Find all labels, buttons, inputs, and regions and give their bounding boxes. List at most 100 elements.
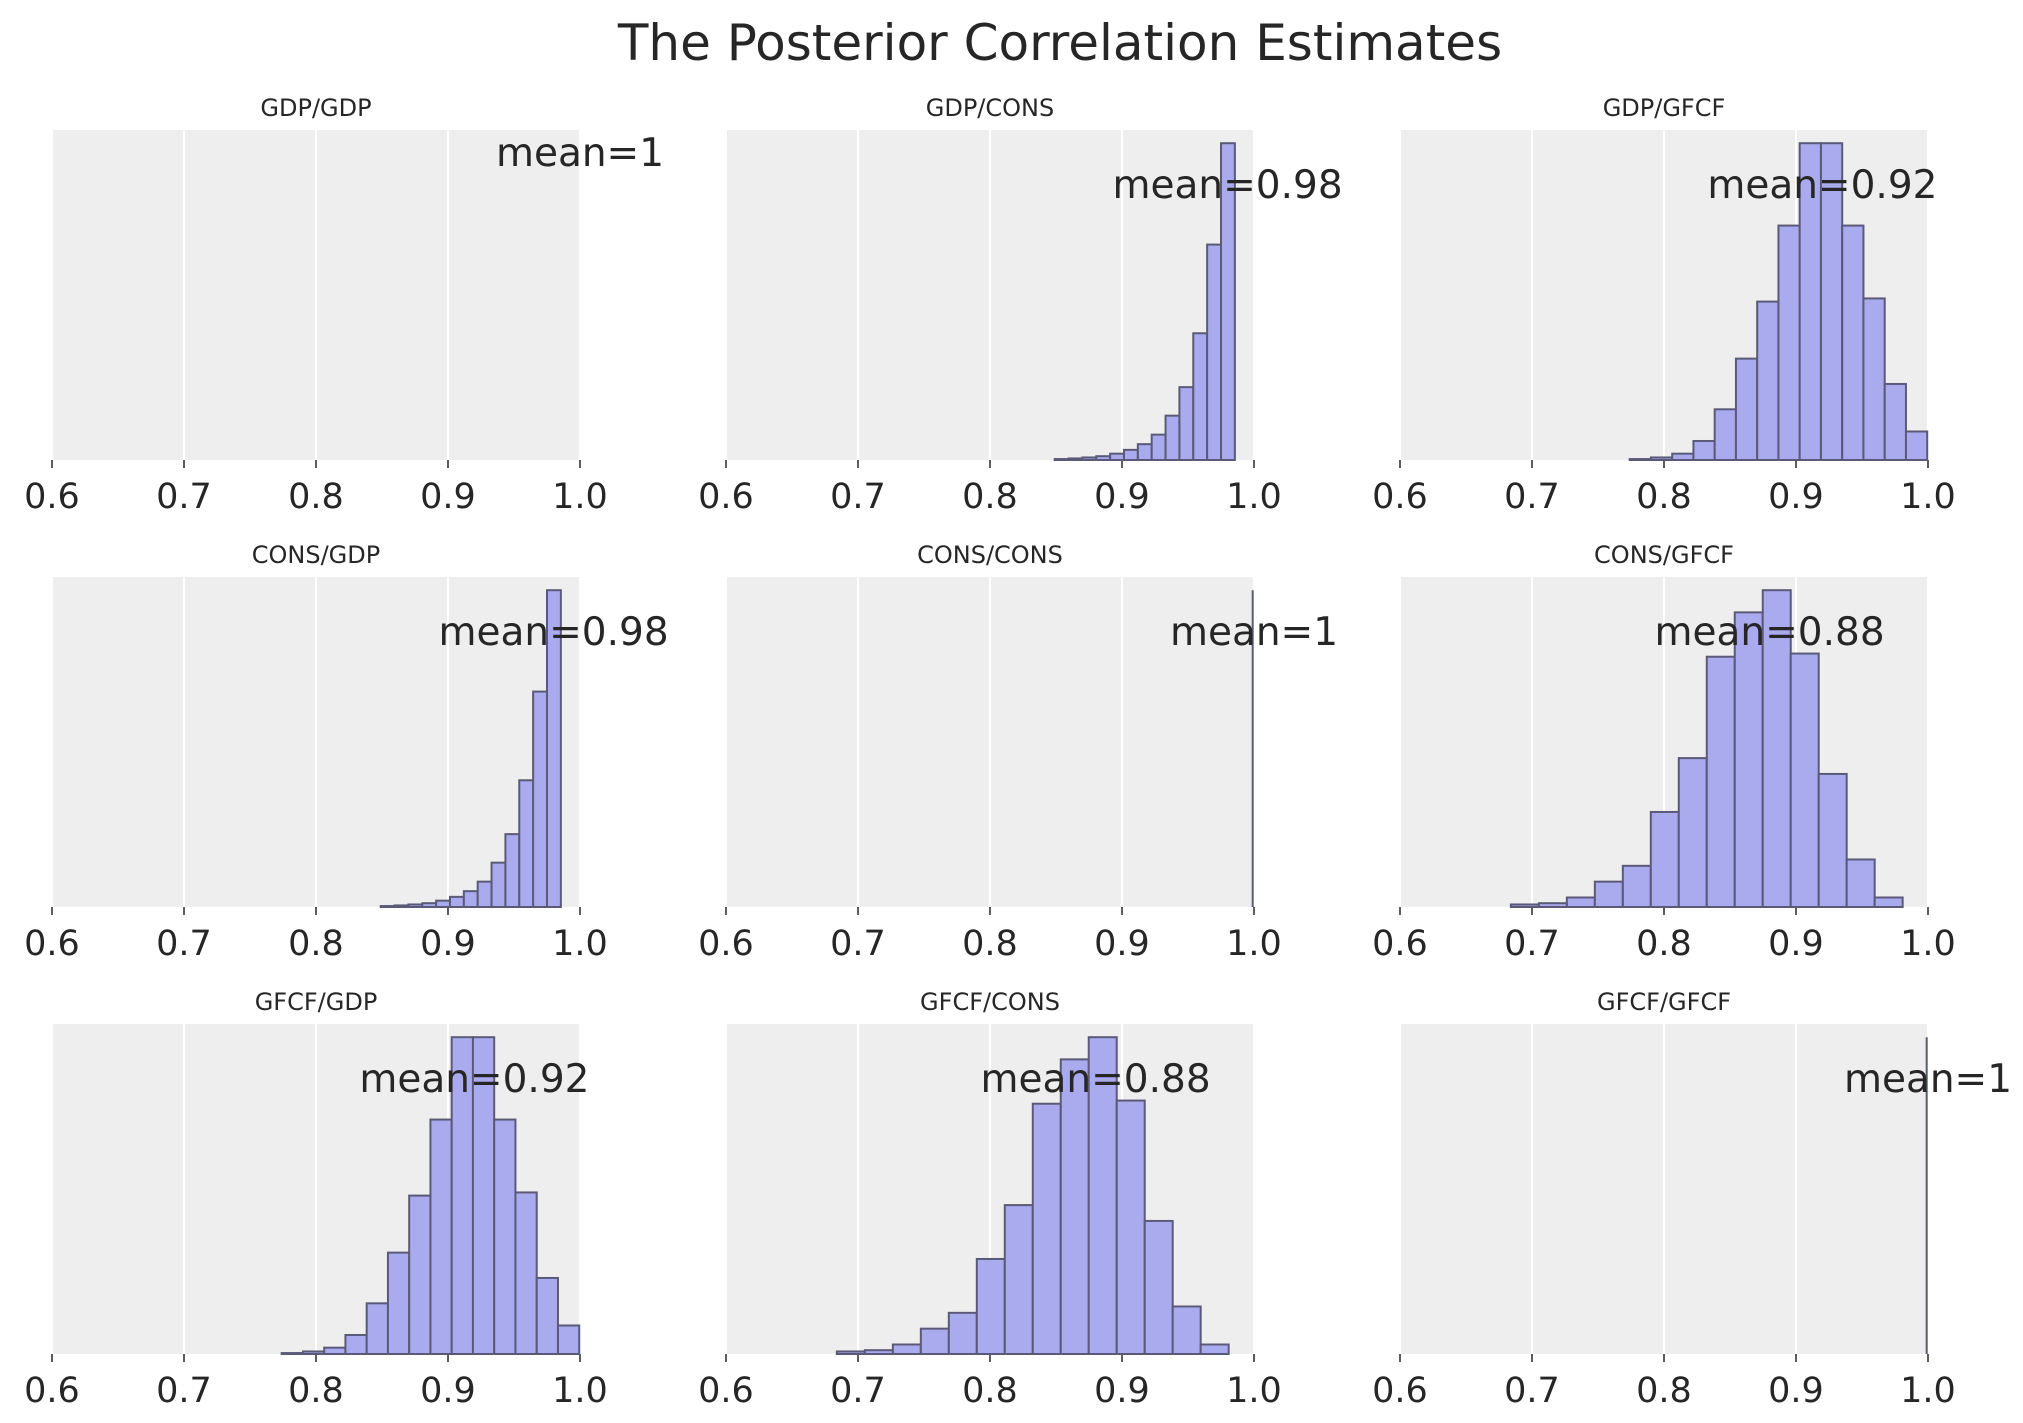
x-tick-label: 1.0	[1226, 477, 1282, 517]
x-tick-label: 0.7	[830, 924, 886, 964]
histogram-bar	[429, 1118, 453, 1355]
histogram-bar	[1845, 858, 1876, 908]
panel-gfcf-gfcf: 0.6 0.7 0.8 0.9 1.0 GFCF/GFCF mean=1	[1372, 988, 2012, 1411]
histogram-bar	[462, 890, 479, 908]
histogram-bar	[1817, 772, 1848, 908]
x-tick-label: 0.9	[1094, 1371, 1150, 1411]
panel-gdp-gfcf: 0.6 0.7 0.8 0.9 1.0 GDP/GFCF mean=0.92	[1372, 94, 1956, 517]
x-tick-label: 0.6	[1372, 924, 1428, 964]
panel-gfcf-gdp: 0.6 0.7 0.8 0.9 1.0 GFCF/GDP mean=0.92	[24, 988, 608, 1411]
panel-title: CONS/GDP	[252, 541, 380, 569]
x-tick-label: 0.7	[830, 1371, 886, 1411]
histogram-bar	[1649, 456, 1674, 462]
histogram-bar	[1053, 458, 1070, 461]
panel-title: CONS/GFCF	[1594, 541, 1734, 569]
mean-annotation: mean=0.98	[439, 610, 669, 655]
histogram-bar	[1067, 457, 1084, 461]
histogram-bar	[476, 880, 493, 909]
x-tick-label: 1.0	[1900, 477, 1956, 517]
histogram-bar	[1199, 1343, 1230, 1355]
panel-cons-gfcf: 0.6 0.7 0.8 0.9 1.0 CONS/GFCF mean=0.88	[1372, 541, 1956, 964]
histogram-bar	[490, 861, 507, 909]
x-tick-label: 0.6	[1372, 477, 1428, 517]
histogram-bar	[407, 903, 424, 908]
histogram-bar	[863, 1349, 894, 1355]
histogram-bar	[1677, 757, 1708, 908]
x-tick-label: 0.6	[698, 924, 754, 964]
x-tick-label: 0.9	[1094, 477, 1150, 517]
x-tick-label: 0.7	[1504, 1371, 1560, 1411]
histogram-bar	[386, 1251, 411, 1356]
histogram-bar	[504, 833, 521, 908]
x-tick-label: 0.7	[830, 477, 886, 517]
histogram-bar	[1761, 589, 1792, 908]
x-tick-label: 0.9	[1768, 1371, 1824, 1411]
histogram-bar	[1692, 439, 1716, 462]
x-tick-label: 0.7	[156, 1371, 212, 1411]
histogram-bar	[1628, 458, 1652, 461]
x-tick-label: 0.6	[24, 924, 80, 964]
x-tick-label: 0.8	[962, 477, 1018, 517]
mean-annotation: mean=0.88	[1655, 610, 1885, 655]
histogram-bar	[1178, 386, 1195, 461]
histogram-bar	[344, 1333, 368, 1355]
histogram-bar	[1671, 452, 1695, 462]
x-tick-label: 1.0	[1226, 1371, 1282, 1411]
histogram-bar	[1733, 611, 1764, 908]
histogram-bar	[1109, 452, 1125, 462]
histogram-bar	[1777, 224, 1801, 461]
histogram-bar	[1095, 455, 1112, 461]
panel-title: GDP/CONS	[926, 94, 1054, 122]
x-tick-label: 0.9	[420, 924, 476, 964]
histogram-bar	[1621, 864, 1652, 908]
histogram-bar	[435, 899, 451, 909]
panel-gdp-cons: 0.6 0.7 0.8 0.9 1.0 GDP/CONS mean=0.98	[698, 94, 1342, 517]
mean-annotation: mean=0.88	[981, 1057, 1211, 1102]
histogram-bar	[1873, 896, 1904, 908]
x-tick-label: 0.7	[1504, 924, 1560, 964]
mean-annotation: mean=0.98	[1113, 163, 1343, 208]
histogram-bar	[1756, 300, 1780, 461]
x-tick-label: 0.8	[288, 477, 344, 517]
x-tick-label: 0.6	[1372, 1371, 1428, 1411]
x-tick-label: 0.9	[420, 1371, 476, 1411]
histogram-bar	[421, 902, 438, 909]
histogram-bar	[1115, 1099, 1146, 1356]
x-tick-label: 0.9	[420, 477, 476, 517]
histogram-bar	[365, 1302, 389, 1356]
histogram-bar	[947, 1311, 978, 1356]
histogram-bar	[1862, 297, 1886, 461]
x-tick-label: 0.7	[156, 924, 212, 964]
x-tick-label: 1.0	[552, 477, 608, 517]
mean-annotation: mean=1	[496, 131, 664, 176]
histogram-bar	[556, 1324, 581, 1356]
panel-title: GDP/GFCF	[1603, 94, 1726, 122]
x-tick-label: 1.0	[1900, 924, 1956, 964]
histogram-bar	[1883, 382, 1907, 461]
mean-annotation: mean=0.92	[1707, 163, 1937, 208]
histogram-bar	[1150, 433, 1167, 462]
histogram-bar	[535, 1276, 559, 1356]
x-tick-label: 0.7	[1504, 477, 1560, 517]
histogram-bar	[1192, 332, 1209, 461]
figure-title: The Posterior Correlation Estimates	[617, 14, 1502, 72]
histogram-bar	[975, 1257, 1006, 1355]
panel-grid: 0.6 0.7 0.8 0.9 1.0 GDP/GDP mean=1 0.6 0.7 0.8 0.9…	[24, 94, 2012, 1411]
histogram-bar	[1031, 1102, 1062, 1356]
histogram-bar	[919, 1327, 950, 1356]
x-tick-label: 0.6	[698, 477, 754, 517]
x-tick-label: 0.9	[1094, 924, 1150, 964]
histogram-bar	[1705, 655, 1736, 909]
panel-title: CONS/CONS	[917, 541, 1063, 569]
histogram-bar	[301, 1350, 326, 1355]
histogram-bar	[1143, 1219, 1174, 1355]
histogram-bar	[448, 895, 465, 909]
x-tick-label: 0.6	[698, 1371, 754, 1411]
x-tick-label: 1.0	[552, 1371, 608, 1411]
panel-title: GFCF/GFCF	[1597, 988, 1731, 1016]
histogram-bar	[280, 1352, 304, 1355]
mean-annotation: mean=0.92	[359, 1057, 589, 1102]
x-tick-label: 1.0	[1900, 1371, 1956, 1411]
x-tick-label: 0.8	[1636, 924, 1692, 964]
x-tick-label: 0.8	[962, 924, 1018, 964]
